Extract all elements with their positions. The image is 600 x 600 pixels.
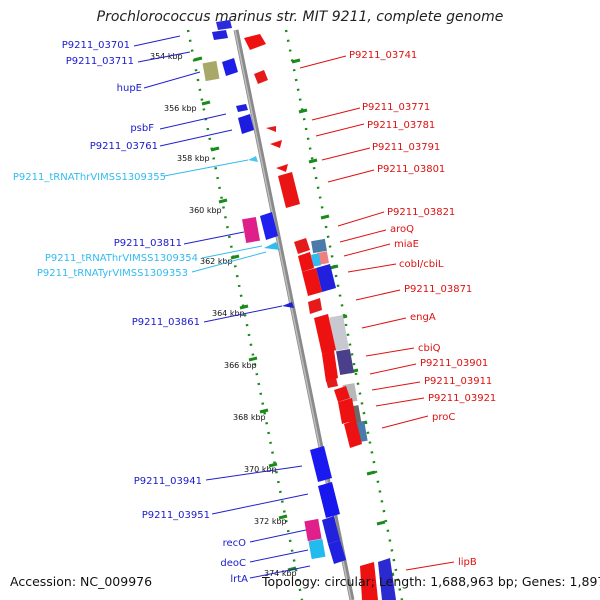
- gene-label[interactable]: lrtA: [230, 574, 248, 585]
- gene-label[interactable]: aroQ: [390, 224, 414, 235]
- gene-arrow-blue: [222, 58, 238, 76]
- gene-label[interactable]: deoC: [220, 558, 246, 569]
- gene-label[interactable]: P9211_03811: [114, 238, 182, 249]
- gene-label[interactable]: hupE: [117, 83, 142, 94]
- gene-label[interactable]: P9211_03741: [349, 50, 417, 61]
- tick-label: 360 kbp: [189, 206, 222, 215]
- tick-label: 368 kbp: [233, 413, 266, 422]
- gene-arrow-blue: [236, 104, 248, 112]
- gene-label[interactable]: recO: [223, 538, 247, 549]
- gene-arrow-blue: [212, 30, 228, 40]
- gene-arrow-blue: [316, 264, 336, 292]
- left-gene-labels: P9211_03701 P9211_03711 hupE psbF P9211_…: [13, 40, 248, 585]
- gene-box-magenta: [304, 518, 322, 542]
- gene-arrow-red: [344, 420, 362, 448]
- leader-lines-right: [299, 55, 455, 571]
- gene-arrow-red: [302, 268, 322, 296]
- gene-label[interactable]: psbF: [130, 123, 154, 134]
- topology-text: Topology: circular; Length: 1,688,963 bp…: [262, 574, 600, 589]
- tick-label: 366 kbp: [224, 361, 257, 370]
- gene-label[interactable]: P9211_03821: [387, 207, 455, 218]
- trna-label[interactable]: P9211_tRNATyrVIMSS1309353: [37, 268, 188, 279]
- gene-arrow-red: [294, 238, 310, 254]
- accession-text: Accession: NC_009976: [10, 574, 153, 589]
- gene-arrow-red: [334, 386, 350, 402]
- gene-arrow-red: [360, 562, 378, 600]
- gene-label[interactable]: lipB: [458, 557, 477, 568]
- reverse-genes: [244, 34, 396, 600]
- gene-box-magenta: [242, 216, 260, 244]
- gene-label[interactable]: P9211_03921: [428, 393, 496, 404]
- gene-label[interactable]: P9211_03761: [90, 141, 158, 152]
- gene-arrow-blue: [260, 212, 278, 240]
- tick-label: 374 kbp: [264, 569, 297, 578]
- gene-box-cyan: [311, 253, 321, 267]
- gene-arrow-red: [322, 350, 338, 382]
- gene-label[interactable]: P9211_03701: [62, 40, 130, 51]
- gene-arrow-blue: [238, 114, 254, 134]
- tick-label: 364 kbp: [212, 309, 245, 318]
- gene-arrow-red: [254, 70, 268, 84]
- leader-lines-left: [133, 35, 311, 579]
- gene-label[interactable]: P9211_03901: [420, 358, 488, 369]
- trna-marker: [248, 156, 258, 162]
- trna-label[interactable]: P9211_tRNAThrVIMSS1309355: [13, 172, 166, 183]
- outer-track-border-right: [284, 29, 404, 600]
- gene-label[interactable]: P9211_03941: [134, 476, 202, 487]
- gene-arrow-red: [314, 314, 336, 354]
- right-gene-labels: P9211_03741 P9211_03771 P9211_03781 P921…: [349, 50, 496, 568]
- gene-arrow-blue: [322, 516, 340, 544]
- gene-arrow-blue: [282, 302, 294, 308]
- gene-label[interactable]: P9211_03711: [66, 56, 134, 67]
- gene-arrow-red: [298, 252, 314, 272]
- gene-arrow-blue: [216, 20, 232, 30]
- gene-arrow-blue: [378, 558, 396, 600]
- gene-box-steel: [311, 238, 327, 254]
- tick-label: 362 kbp: [200, 257, 233, 266]
- gene-arrow-red: [278, 172, 300, 208]
- trna-marker: [264, 242, 280, 250]
- gene-arrow-red: [244, 34, 266, 50]
- gene-label[interactable]: P9211_03871: [404, 284, 472, 295]
- tick-label: 370 kbp: [244, 465, 277, 474]
- tick-label: 358 kbp: [177, 154, 210, 163]
- gene-label[interactable]: cbiQ: [418, 343, 441, 354]
- gene-arrow-blue: [310, 446, 332, 482]
- gene-label[interactable]: miaE: [394, 239, 419, 250]
- gene-box-olive: [202, 60, 220, 82]
- gene-arrow-red: [266, 126, 276, 132]
- gene-arrow-red: [338, 398, 356, 424]
- trna-label[interactable]: P9211_tRNAThrVIMSS1309354: [45, 253, 198, 264]
- gene-label[interactable]: P9211_03771: [362, 102, 430, 113]
- gene-label[interactable]: P9211_03781: [367, 120, 435, 131]
- gene-arrow-red: [326, 378, 338, 388]
- gene-label[interactable]: cobI/cbiL: [399, 259, 444, 270]
- gene-label[interactable]: proC: [432, 412, 455, 423]
- gene-label[interactable]: P9211_03911: [424, 376, 492, 387]
- gene-label[interactable]: P9211_03951: [142, 510, 210, 521]
- gene-label[interactable]: engA: [410, 312, 436, 323]
- gene-arrow-red: [276, 164, 288, 172]
- gene-arrow-red: [270, 140, 282, 148]
- map-title: Prochlorococcus marinus str. MIT 9211, c…: [96, 9, 504, 25]
- gene-arrow-red: [308, 298, 322, 314]
- gene-arrow-blue: [318, 482, 340, 518]
- gene-arrow-blue: [328, 540, 346, 564]
- gene-label[interactable]: P9211_03791: [372, 142, 440, 153]
- gene-label[interactable]: P9211_03861: [132, 317, 200, 328]
- gene-box-cyan: [308, 538, 326, 560]
- gene-box-navy: [336, 348, 354, 376]
- gene-label[interactable]: P9211_03801: [377, 164, 445, 175]
- tick-label: 356 kbp: [164, 104, 197, 113]
- tick-label: 372 kbp: [254, 517, 287, 526]
- inner-track-border-left: [186, 29, 304, 600]
- forward-genes: [202, 20, 346, 564]
